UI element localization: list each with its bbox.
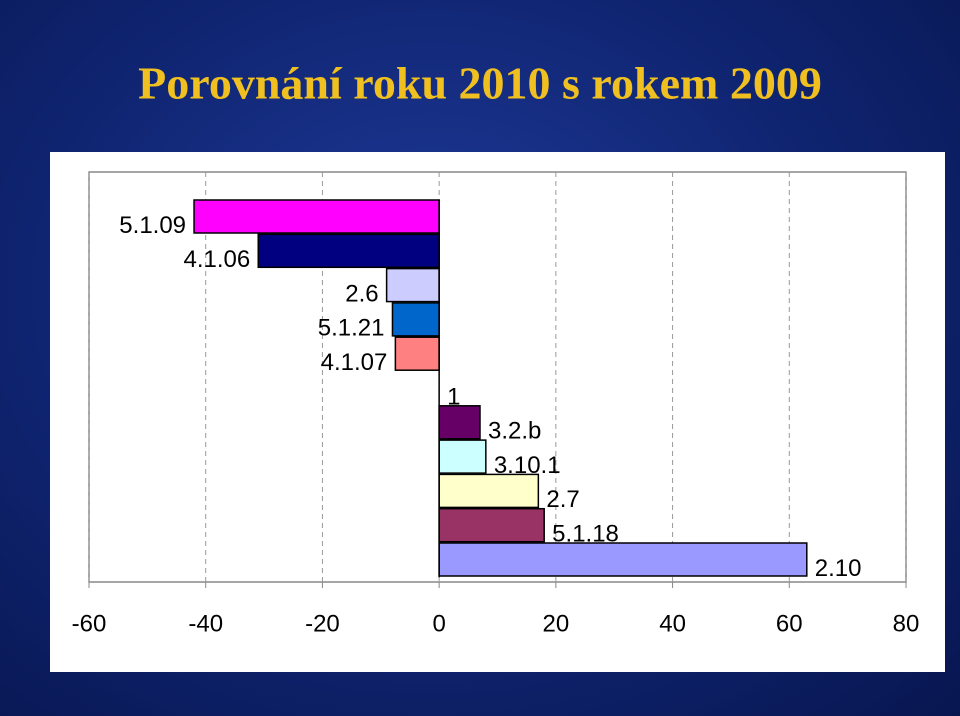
bar: [257, 233, 440, 269]
category-label: 4.1.06: [184, 246, 251, 273]
bar: [438, 473, 540, 509]
bar: [193, 199, 440, 234]
chart-panel: [50, 152, 945, 672]
x-tick-label: 40: [659, 610, 686, 637]
category-label: 3.2.b: [488, 418, 541, 445]
bar: [438, 405, 481, 440]
x-tick-label: -20: [305, 610, 340, 637]
chart-title: Porovnání roku 2010 s rokem 2009: [138, 58, 822, 109]
x-tick-label: -60: [72, 610, 107, 637]
category-label: 5.1.09: [119, 212, 186, 239]
category-label: 2.6: [345, 280, 378, 307]
x-tick-label: 80: [893, 610, 920, 637]
x-tick-label: 0: [432, 610, 445, 637]
bar: [391, 302, 440, 337]
category-label: 1: [447, 383, 460, 410]
category-label: 2.7: [546, 486, 579, 513]
bar: [385, 267, 440, 303]
bar: [394, 336, 440, 371]
x-tick-label: 60: [776, 610, 803, 637]
plot-area: [88, 171, 907, 583]
bar: [438, 507, 545, 543]
category-label: 5.1.21: [318, 315, 385, 342]
bar: [438, 542, 808, 577]
x-tick-label: 20: [543, 610, 570, 637]
category-label: 2.10: [815, 555, 862, 582]
category-label: 4.1.07: [321, 349, 388, 376]
x-tick-label: -40: [188, 610, 223, 637]
bar: [438, 439, 487, 474]
